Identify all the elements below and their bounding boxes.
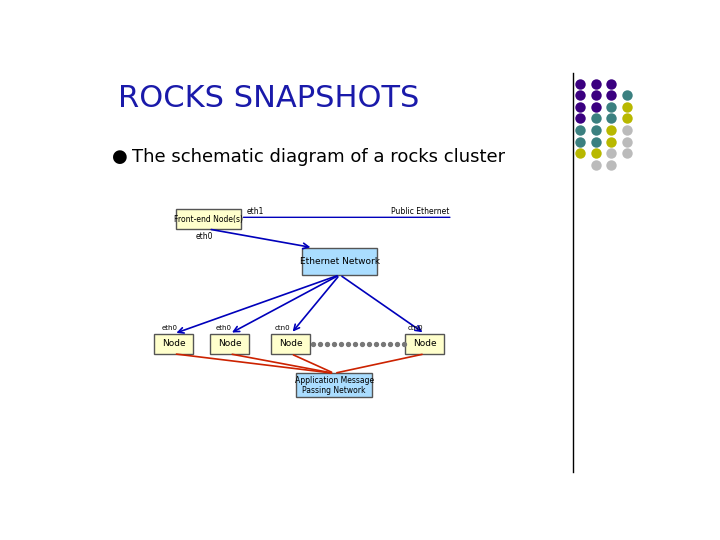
- Text: Public Ethernet: Public Ethernet: [392, 207, 450, 216]
- FancyBboxPatch shape: [302, 248, 377, 275]
- Text: The schematic diagram of a rocks cluster: The schematic diagram of a rocks cluster: [132, 148, 505, 166]
- FancyBboxPatch shape: [154, 334, 193, 354]
- Text: ctn0: ctn0: [274, 325, 289, 331]
- FancyBboxPatch shape: [210, 334, 249, 354]
- FancyBboxPatch shape: [297, 373, 372, 397]
- Text: Application Message
Passing Network: Application Message Passing Network: [294, 376, 374, 395]
- Text: eth0: eth0: [215, 325, 232, 331]
- Text: eth0: eth0: [161, 325, 177, 331]
- Text: Front-end Node(s): Front-end Node(s): [174, 215, 243, 224]
- Text: eth1: eth1: [246, 207, 264, 216]
- FancyBboxPatch shape: [405, 334, 444, 354]
- FancyBboxPatch shape: [271, 334, 310, 354]
- Text: Node: Node: [279, 339, 302, 348]
- Text: ROCKS SNAPSHOTS: ROCKS SNAPSHOTS: [118, 84, 419, 112]
- Text: Node: Node: [413, 339, 436, 348]
- Text: Node: Node: [217, 339, 241, 348]
- Text: eth0: eth0: [196, 232, 213, 241]
- Text: Node: Node: [162, 339, 186, 348]
- Text: ●: ●: [112, 148, 128, 166]
- Text: Ethernet Network: Ethernet Network: [300, 256, 379, 266]
- FancyBboxPatch shape: [176, 210, 240, 229]
- Text: ctn0: ctn0: [408, 325, 423, 331]
